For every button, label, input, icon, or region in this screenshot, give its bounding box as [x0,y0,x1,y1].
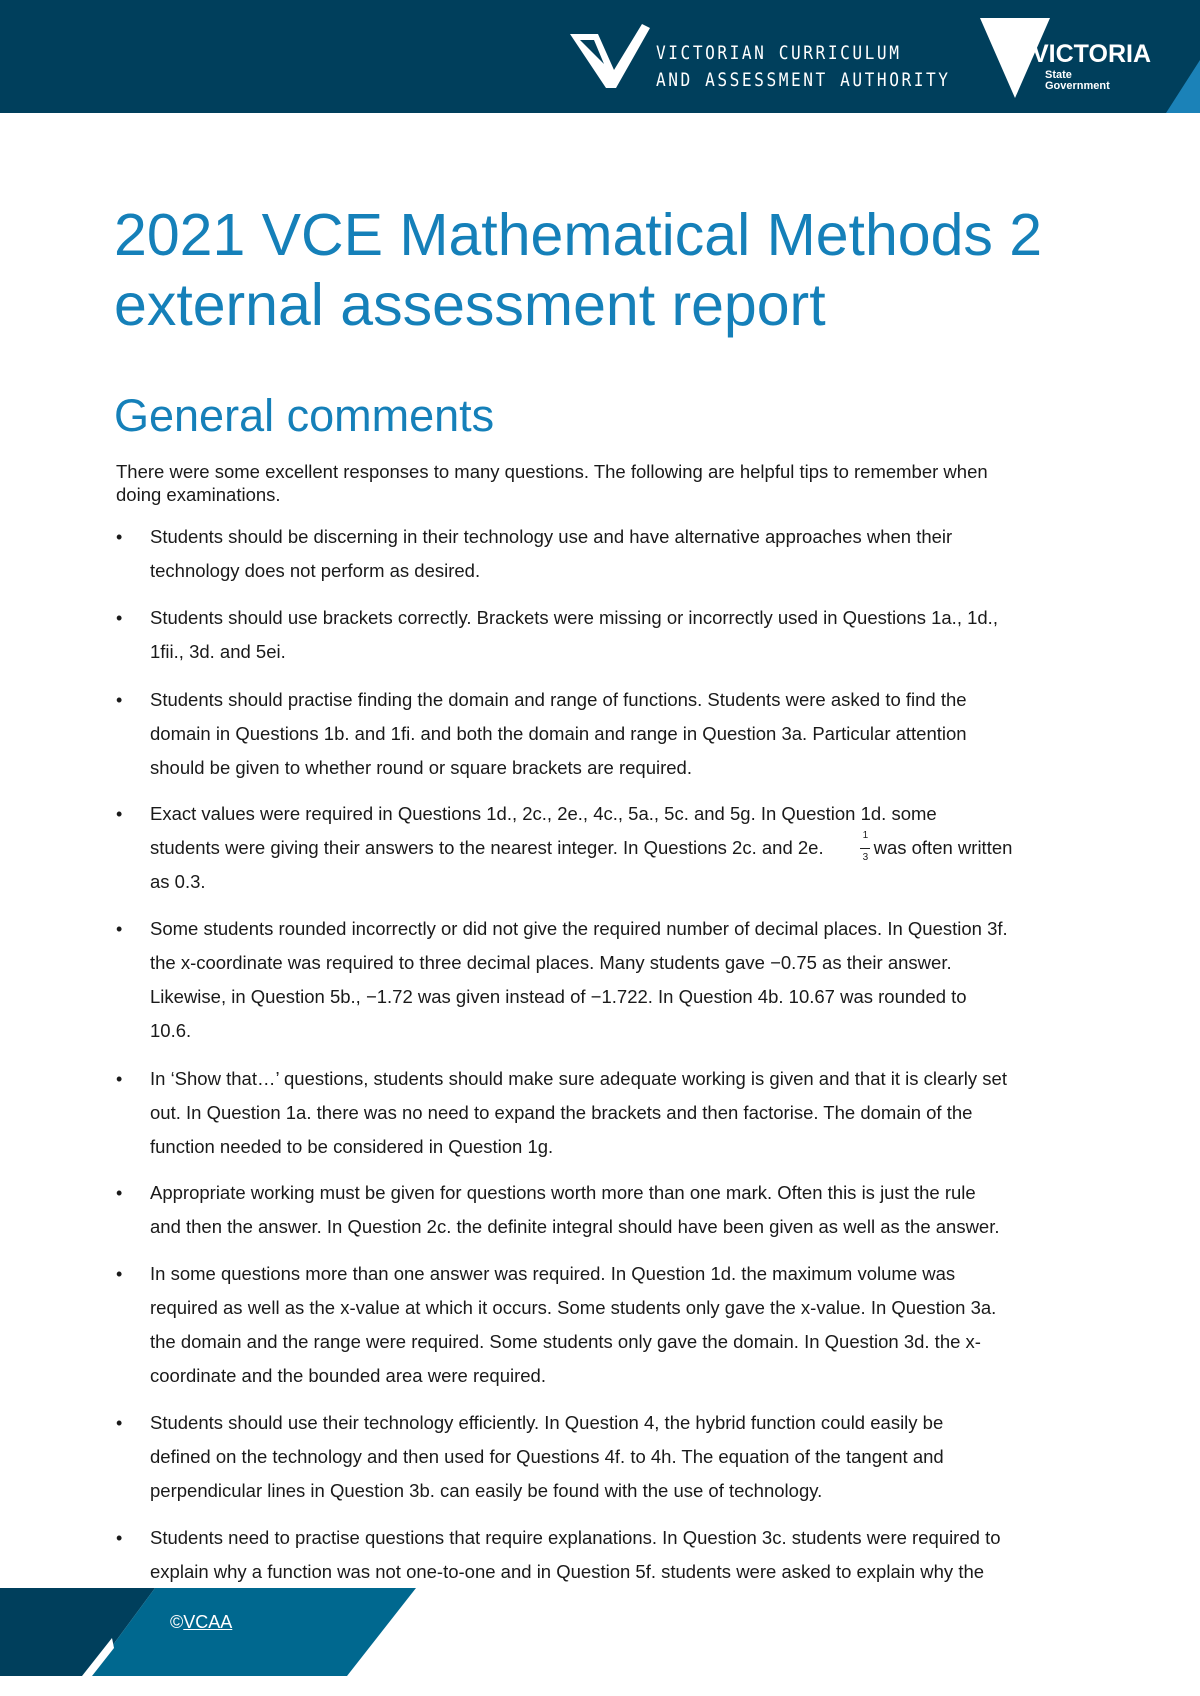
bullet-line: required as well as the x-value at which… [150,1297,997,1318]
bullet-dot-icon: • [116,1264,123,1284]
victoria-logo-word: VICTORIA [1032,40,1151,68]
bullet-line: technology does not perform as desired. [150,560,481,581]
header-accent-triangle [1166,60,1200,113]
bullet-line: Exact values were required in Questions … [150,803,937,824]
bullet-line: perpendicular lines in Question 3b. can … [150,1480,823,1501]
fraction-denominator: 3 [862,852,869,864]
bullet-text: Exact values were required in Questions … [150,797,1100,899]
bullet-line: In ‘Show that…’ questions, students shou… [150,1068,1007,1089]
bullet-line: Students should practise finding the dom… [150,689,967,710]
bullet-line: 1fii., 3d. and 5ei. [150,641,286,662]
bullet-text: In ‘Show that…’ questions, students shou… [150,1062,1100,1164]
bullet-line-text: students were giving their answers to th… [150,837,824,858]
bullet-line: Students should be discerning in their t… [150,526,953,547]
bullet-dot-icon: • [116,1528,123,1548]
bullet-line: Likewise, in Question 5b., −1.72 was giv… [150,986,967,1007]
bullet-line: out. In Question 1a. there was no need t… [150,1102,973,1123]
org-name-line2: AND ASSESSMENT AUTHORITY [656,69,951,91]
intro-line: There were some excellent responses to m… [116,461,988,482]
bullet-text: Some students rounded incorrectly or did… [150,912,1100,1048]
bullet-line: Students need to practise questions that… [150,1527,1001,1548]
vcaa-name: VICTORIAN CURRICULUM AND ASSESSMENT AUTH… [656,40,951,94]
title-line-1: 2021 VCE Mathematical Methods 2 [114,202,1043,268]
bullet-text: In some questions more than one answer w… [150,1257,1100,1393]
bullet-text: Students should use their technology eff… [150,1406,1100,1508]
bullet-dot-icon: • [116,804,123,824]
page-title: 2021 VCE Mathematical Methods 2 external… [114,200,1042,340]
bullet-line: Appropriate working must be given for qu… [150,1182,976,1203]
bullet-line: should be given to whether round or squa… [150,757,692,778]
fraction-numerator: 1 [862,830,869,842]
bullet-line: and then the answer. In Question 2c. the… [150,1216,1000,1237]
bullet-dot-icon: • [116,690,123,710]
org-name-line1: VICTORIAN CURRICULUM [656,42,902,64]
footer-band [0,1588,416,1676]
bullet-line: defined on the technology and then used … [150,1446,944,1467]
bullet-dot-icon: • [116,527,123,547]
section-heading: General comments [114,390,495,441]
logo-sub-government: Government [1045,80,1110,92]
bullet-line: explain why a function was not one-to-on… [150,1561,985,1582]
bullet-line: Students should use their technology eff… [150,1412,944,1433]
footer-copyright: ©VCAA [170,1612,232,1633]
bullet-text: Students need to practise questions that… [150,1521,1100,1589]
title-line-2: external assessment report [114,272,826,338]
vcaa-link[interactable]: VCAA [183,1612,233,1632]
fraction-bar [859,848,870,850]
bullet-text: Students should practise finding the dom… [150,683,1100,785]
victoria-logo-sub: State Government [1045,70,1110,92]
bullet-dot-icon: • [116,1069,123,1089]
bullet-text: Students should use brackets correctly. … [150,601,1100,669]
bullet-text: Students should be discerning in their t… [150,520,1100,588]
bullet-dot-icon: • [116,1183,123,1203]
page-header: VICTORIAN CURRICULUM AND ASSESSMENT AUTH… [0,0,1200,113]
after-fraction-text: was often written [873,837,1013,858]
bullet-line: domain in Questions 1b. and 1fi. and bot… [150,723,967,744]
copyright-symbol: © [170,1612,184,1632]
logo-sub-state: State [1045,69,1072,81]
bullet-line: function needed to be considered in Ques… [150,1136,554,1157]
bullet-line: Some students rounded incorrectly or did… [150,918,1008,939]
victoria-triangle-icon [980,18,1050,98]
vcaa-logo-icon [570,24,650,88]
intro-line: doing examinations. [116,484,281,505]
bullet-dot-icon: • [116,608,123,628]
intro-paragraph: There were some excellent responses to m… [116,460,1076,506]
bullet-line: students were giving their answers to th… [150,831,1100,865]
bullet-line: 10.6. [150,1020,192,1041]
bullet-line: the x-coordinate was required to three d… [150,952,952,973]
bullet-line: In some questions more than one answer w… [150,1263,956,1284]
bullet-line: as 0.3. [150,871,206,892]
bullet-line: Students should use brackets correctly. … [150,607,998,628]
bullet-dot-icon: • [116,919,123,939]
bullet-line: coordinate and the bounded area were req… [150,1365,546,1386]
bullet-text: Appropriate working must be given for qu… [150,1176,1100,1244]
bullet-line: the domain and the range were required. … [150,1331,981,1352]
bullet-dot-icon: • [116,1413,123,1433]
